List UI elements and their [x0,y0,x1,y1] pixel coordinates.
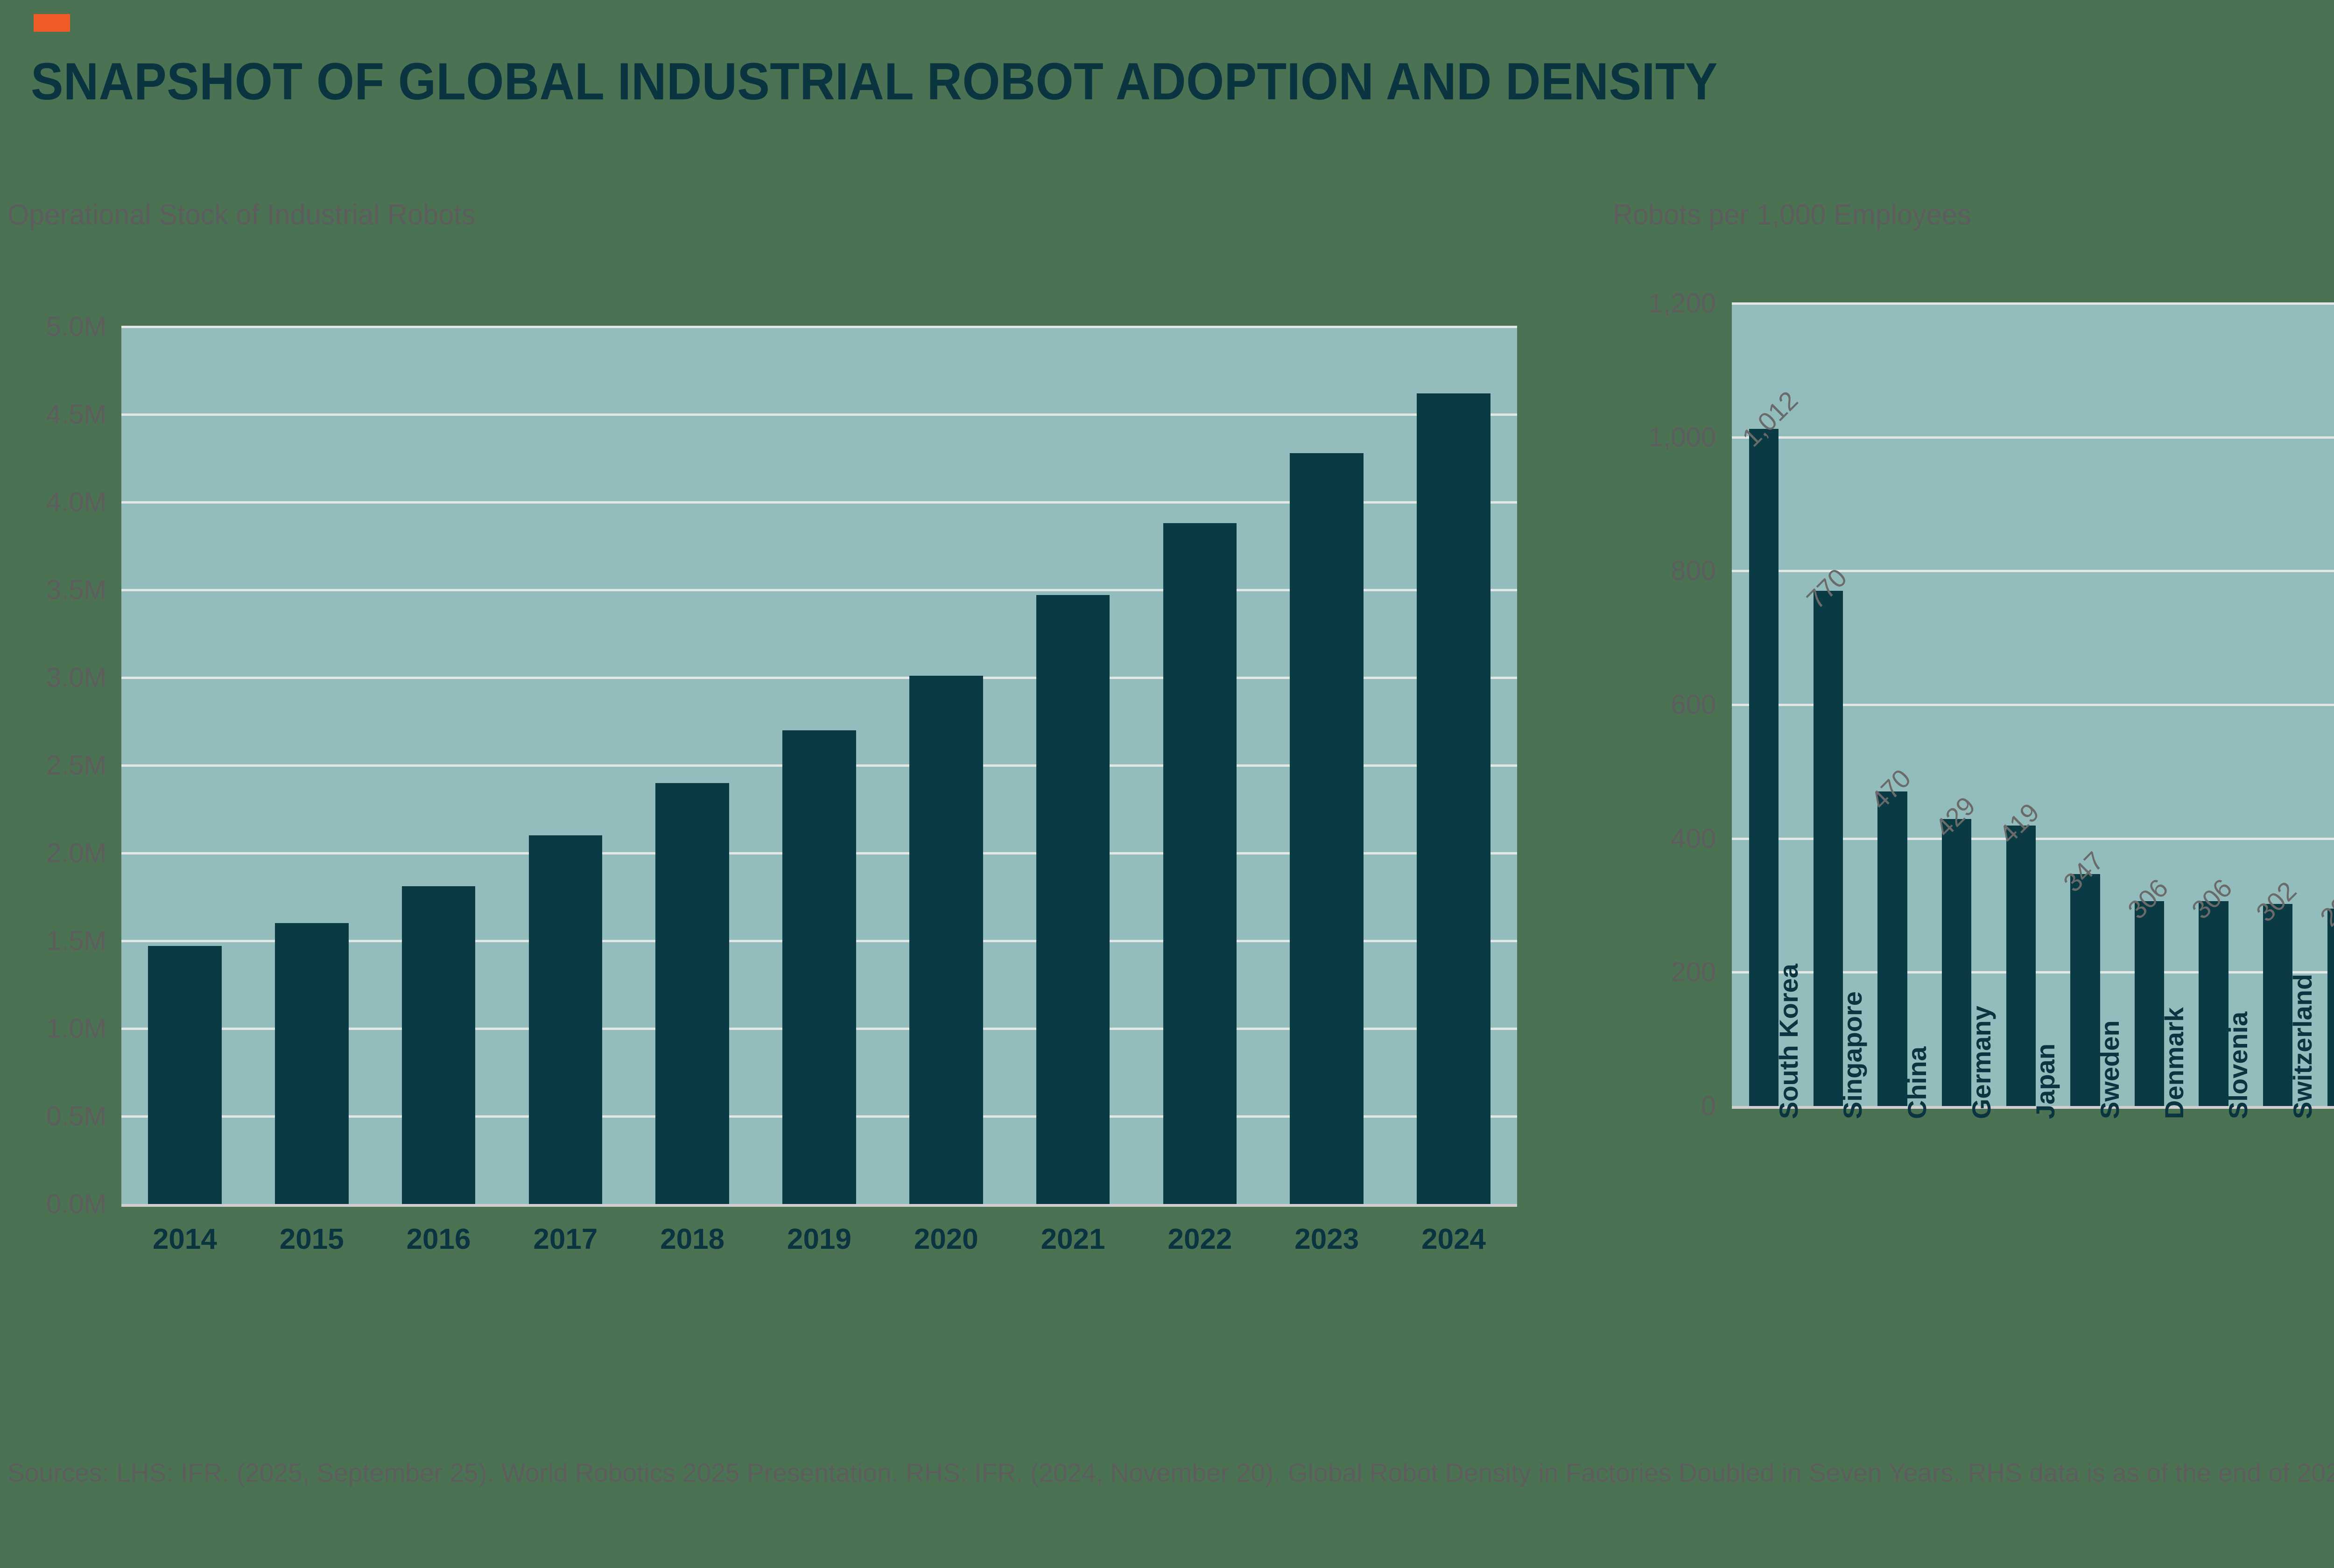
x-axis-tick-label: 2024 [1421,1223,1486,1255]
x-axis-tick-label: South Korea [1773,964,1803,1119]
x-axis-tick-label: Germany [1966,1006,1996,1119]
gridline [1732,302,2334,305]
x-axis-tick-label: 2019 [787,1223,851,1255]
x-axis-tick-label: 2022 [1167,1223,1232,1255]
x-axis-tick-label: 2023 [1294,1223,1359,1255]
bar [655,783,729,1204]
y-axis-tick-label: 200 [1671,957,1716,987]
x-axis-tick-label: 2017 [533,1223,598,1255]
y-axis-tick-label: 2.0M [46,838,106,868]
bar [2199,901,2229,1106]
bar [528,835,603,1204]
x-axis-tick-label: China [1902,1046,1932,1119]
y-axis-tick-label: 4.5M [46,399,106,430]
bar [2263,904,2293,1106]
y-axis-tick-label: 5.0M [46,311,106,342]
y-axis-tick-label: 600 [1671,689,1716,720]
bar [2134,901,2165,1106]
right-chart-subtitle: Robots per 1,000 Employees [1613,199,1971,231]
bar [1942,819,1972,1106]
gridline [121,413,1517,416]
bar [148,945,222,1204]
y-axis-tick-label: 1,200 [1648,288,1716,319]
x-axis-baseline [121,1204,1517,1207]
x-axis-tick-label: 2021 [1040,1223,1105,1255]
gridline [121,501,1517,504]
bar [274,923,349,1204]
page-title: SNAPSHOT OF GLOBAL INDUSTRIAL ROBOT ADOP… [31,52,1718,111]
operational-stock-plot-area [121,326,1517,1204]
y-axis-tick-label: 1,000 [1648,422,1716,453]
gridline [1732,704,2334,706]
bar [782,730,856,1204]
bar [1749,429,1779,1106]
bar [1877,791,1907,1106]
y-axis-tick-label: 0.0M [46,1189,106,1219]
gridline [121,677,1517,679]
gridline [1732,436,2334,439]
x-axis-tick-label: Slovenia [2223,1011,2253,1119]
bar [909,676,983,1204]
x-axis-tick-label: 2015 [279,1223,344,1255]
x-axis-tick-label: Singapore [1838,991,1868,1119]
x-axis-tick-label: Japan [2031,1043,2060,1119]
x-axis-tick-label: 2020 [914,1223,978,1255]
y-axis-tick-label: 0.5M [46,1101,106,1132]
accent-bar [34,14,70,32]
bar [1417,393,1490,1204]
y-axis-tick-label: 2.5M [46,750,106,781]
x-axis-tick-label: 2018 [660,1223,725,1255]
y-axis-tick-label: 1.5M [46,925,106,956]
y-axis-tick-label: 3.0M [46,662,106,693]
bar [2327,909,2334,1106]
bar [1036,595,1110,1204]
bar [1163,523,1237,1204]
x-axis-tick-label: Switzerland [2287,973,2317,1119]
source-note: Sources: LHS: IFR. (2025, September 25).… [7,1458,2334,1487]
gridline [121,326,1517,328]
gridline [121,589,1517,591]
bar [1290,453,1364,1204]
operational-stock-chart: 0.0M 0.5M 1.0M 1.5M 2.0M 2.5M 3.0M 3.5M 4.0M 4.5M… [0,312,1540,1381]
y-axis-tick-label: 800 [1671,555,1716,586]
bar [2006,826,2036,1106]
robot-density-plot-area [1732,302,2334,1106]
y-axis-tick-label: 400 [1671,823,1716,854]
robot-density-chart: 0 200 400 600 800 1,000 1,200 1,012 South Korea 7… [1587,288,2334,1405]
y-axis-tick-label: 3.5M [46,574,106,605]
bar [2070,874,2100,1106]
bar [1813,591,1843,1106]
x-axis-tick-label: 2016 [406,1223,471,1255]
y-axis-tick-label: 4.0M [46,487,106,518]
y-axis-tick-label: 0 [1701,1091,1716,1121]
left-chart-subtitle: Operational Stock of Industrial Robots [7,199,476,231]
x-axis-tick-label: 2014 [152,1223,217,1255]
gridline [1732,570,2334,573]
bar [401,886,476,1204]
x-axis-baseline [1732,1106,2334,1109]
x-axis-tick-label: Sweden [2095,1020,2124,1119]
y-axis-tick-label: 1.0M [46,1013,106,1044]
x-axis-tick-label: Denmark [2159,1007,2189,1119]
